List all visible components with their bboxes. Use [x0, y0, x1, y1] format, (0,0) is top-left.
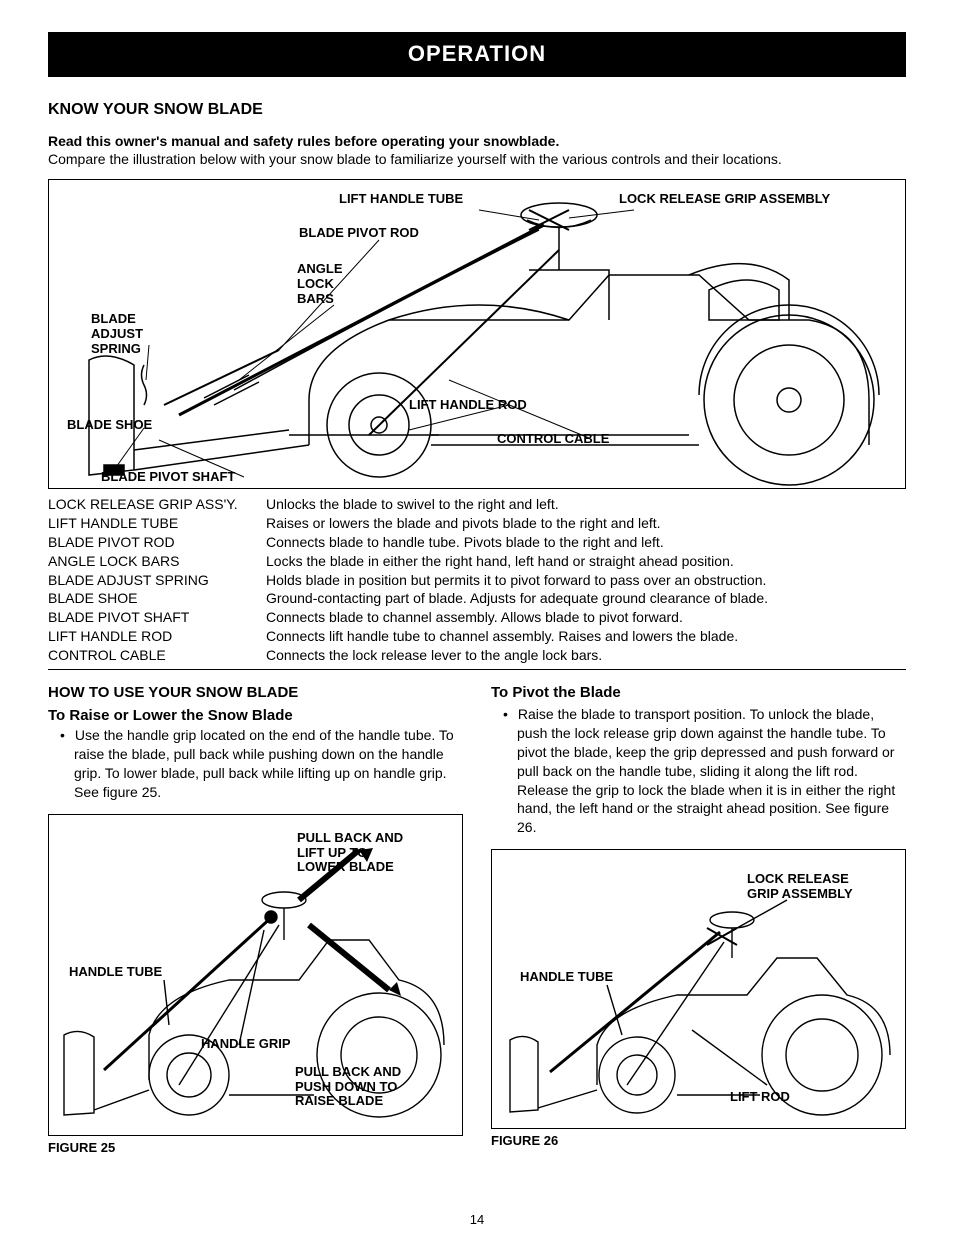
- def-row: ANGLE LOCK BARSLocks the blade in either…: [48, 552, 906, 571]
- def-row: LIFT HANDLE RODConnects lift handle tube…: [48, 627, 906, 646]
- main-diagram: LIFT HANDLE TUBE LOCK RELEASE GRIP ASSEM…: [48, 179, 906, 489]
- know-your-snow-blade-heading: KNOW YOUR SNOW BLADE: [48, 101, 906, 119]
- lead-paragraph-bold: Read this owner's manual and safety rule…: [48, 133, 906, 149]
- page-number: 14: [0, 1212, 954, 1227]
- right-column: To Pivot the Blade Raise the blade to tr…: [491, 684, 906, 1155]
- fig26-label-lift-rod: LIFT ROD: [730, 1090, 790, 1105]
- def-term: BLADE PIVOT SHAFT: [48, 608, 266, 627]
- def-term: LIFT HANDLE ROD: [48, 627, 266, 646]
- def-desc: Ground-contacting part of blade. Adjusts…: [266, 589, 906, 608]
- label-lift-handle-tube: LIFT HANDLE TUBE: [339, 192, 463, 207]
- how-to-use-heading: HOW TO USE YOUR SNOW BLADE: [48, 684, 463, 701]
- def-term: BLADE ADJUST SPRING: [48, 571, 266, 590]
- def-desc: Locks the blade in either the right hand…: [266, 552, 906, 571]
- def-desc: Connects blade to handle tube. Pivots bl…: [266, 533, 906, 552]
- def-desc: Connects the lock release lever to the a…: [266, 646, 906, 665]
- pivot-blade-heading: To Pivot the Blade: [491, 684, 906, 701]
- label-blade-pivot-rod: BLADE PIVOT ROD: [299, 226, 419, 241]
- label-angle-lock-bars: ANGLE LOCK BARS: [297, 262, 343, 307]
- label-blade-shoe: BLADE SHOE: [67, 418, 152, 433]
- def-term: BLADE PIVOT ROD: [48, 533, 266, 552]
- def-row: CONTROL CABLEConnects the lock release l…: [48, 646, 906, 665]
- def-desc: Raises or lowers the blade and pivots bl…: [266, 514, 906, 533]
- figure-26-caption: FIGURE 26: [491, 1133, 906, 1148]
- label-lock-release-grip: LOCK RELEASE GRIP ASSEMBLY: [619, 192, 830, 207]
- fig25-label-pull-up: PULL BACK AND LIFT UP TO LOWER BLADE: [297, 831, 403, 876]
- figure-25: PULL BACK AND LIFT UP TO LOWER BLADE HAN…: [48, 814, 463, 1136]
- def-desc: Unlocks the blade to swivel to the right…: [266, 495, 906, 514]
- pivot-blade-bullet: Raise the blade to transport position. T…: [491, 705, 906, 837]
- label-lift-handle-rod: LIFT HANDLE ROD: [409, 398, 527, 413]
- left-column: HOW TO USE YOUR SNOW BLADE To Raise or L…: [48, 684, 463, 1155]
- label-control-cable: CONTROL CABLE: [497, 432, 609, 447]
- def-desc: Connects lift handle tube to channel ass…: [266, 627, 906, 646]
- label-blade-adjust-spring: BLADE ADJUST SPRING: [91, 312, 143, 357]
- fig26-label-lock-release: LOCK RELEASE GRIP ASSEMBLY: [747, 872, 853, 902]
- def-row: LOCK RELEASE GRIP ASS'Y.Unlocks the blad…: [48, 495, 906, 514]
- def-desc: Connects blade to channel assembly. Allo…: [266, 608, 906, 627]
- figure-25-caption: FIGURE 25: [48, 1140, 463, 1155]
- def-row: BLADE SHOEGround-contacting part of blad…: [48, 589, 906, 608]
- fig25-label-pull-down: PULL BACK AND PUSH DOWN TO RAISE BLADE: [295, 1065, 401, 1110]
- fig25-label-handle-grip: HANDLE GRIP: [201, 1037, 291, 1052]
- definitions-list: LOCK RELEASE GRIP ASS'Y.Unlocks the blad…: [48, 495, 906, 670]
- tractor-illustration: [49, 180, 905, 489]
- page-banner: OPERATION: [48, 32, 906, 77]
- def-row: BLADE PIVOT RODConnects blade to handle …: [48, 533, 906, 552]
- fig26-label-handle-tube: HANDLE TUBE: [520, 970, 613, 985]
- def-term: ANGLE LOCK BARS: [48, 552, 266, 571]
- def-row: BLADE ADJUST SPRINGHolds blade in positi…: [48, 571, 906, 590]
- label-blade-pivot-shaft: BLADE PIVOT SHAFT: [101, 470, 235, 485]
- figure-26: LOCK RELEASE GRIP ASSEMBLY HANDLE TUBE L…: [491, 849, 906, 1129]
- def-term: LOCK RELEASE GRIP ASS'Y.: [48, 495, 266, 514]
- fig25-label-handle-tube: HANDLE TUBE: [69, 965, 162, 980]
- raise-lower-heading: To Raise or Lower the Snow Blade: [48, 707, 463, 724]
- def-row: BLADE PIVOT SHAFTConnects blade to chann…: [48, 608, 906, 627]
- def-term: CONTROL CABLE: [48, 646, 266, 665]
- def-term: BLADE SHOE: [48, 589, 266, 608]
- def-desc: Holds blade in position but permits it t…: [266, 571, 906, 590]
- def-term: LIFT HANDLE TUBE: [48, 514, 266, 533]
- def-row: LIFT HANDLE TUBERaises or lowers the bla…: [48, 514, 906, 533]
- lead-paragraph: Compare the illustration below with your…: [48, 151, 906, 167]
- raise-lower-bullet: Use the handle grip located on the end o…: [48, 726, 463, 802]
